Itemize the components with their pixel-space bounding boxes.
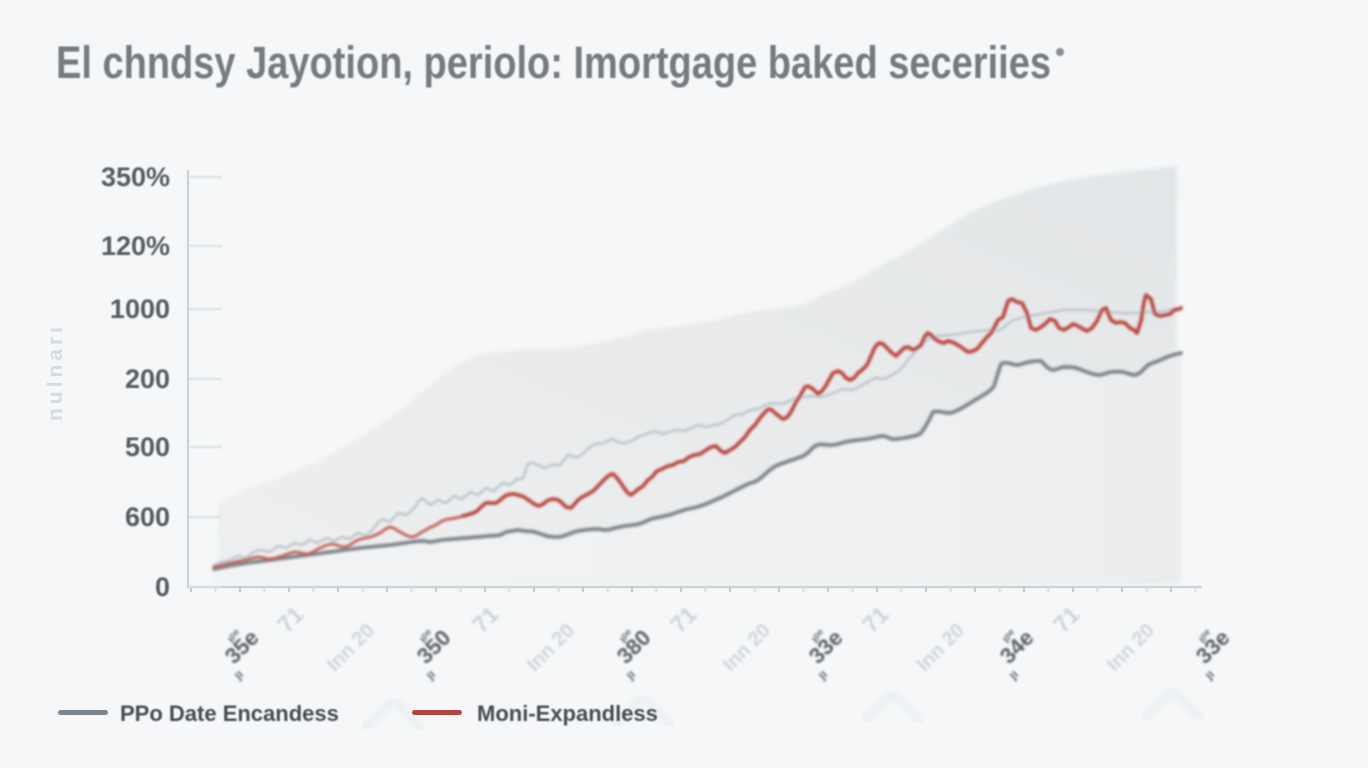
svg-text:Moni-Expandless: Moni-Expandless — [477, 701, 658, 726]
svg-text:1000: 1000 — [110, 294, 170, 324]
svg-text:500: 500 — [125, 432, 170, 462]
svg-text:600: 600 — [125, 502, 170, 532]
svg-text:120%: 120% — [101, 231, 170, 261]
svg-text:200: 200 — [125, 364, 170, 394]
svg-text:El chndsy Jayotion, periolo: I: El chndsy Jayotion, periolo: Imortgage b… — [56, 37, 1051, 88]
svg-text:350%: 350% — [101, 162, 170, 192]
svg-text:0: 0 — [155, 572, 170, 602]
svg-text:nulnarı: nulnarı — [44, 323, 67, 421]
svg-text:PPo Date Encandess: PPo Date Encandess — [120, 701, 339, 726]
